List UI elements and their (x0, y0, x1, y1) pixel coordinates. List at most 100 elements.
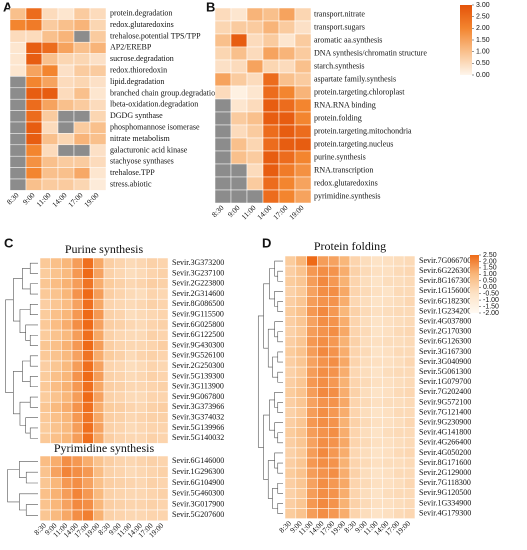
heatmap-cell (349, 275, 362, 287)
heatmap-cell (93, 278, 105, 290)
heatmap-cell (338, 397, 351, 408)
row-label: Sevir.7G202400 (419, 387, 471, 396)
heatmap-cell (246, 124, 264, 139)
panel-label: D (262, 235, 271, 250)
heatmap-cell (61, 298, 73, 310)
row-label: Sevir.6G146000 (172, 456, 224, 465)
heatmap-cell (73, 41, 91, 54)
heatmap-cell (246, 111, 264, 126)
heatmap-cell (403, 437, 416, 449)
colorbar-tick-label: 0.00 (476, 72, 490, 79)
heatmap-cell (284, 437, 297, 449)
heatmap-cell (382, 306, 394, 317)
heatmap-cell (328, 477, 340, 489)
heatmap-cell (114, 371, 126, 382)
heatmap-cell (382, 346, 394, 358)
heatmap-cell (39, 268, 51, 279)
heatmap-cell (114, 488, 126, 500)
row-label: Sevir.6G104900 (172, 478, 224, 487)
dendrogram-branch (19, 401, 31, 426)
heatmap-cell (328, 437, 340, 449)
heatmap-cell (135, 288, 147, 300)
heatmap-cell (103, 371, 115, 382)
dendrogram-branch (29, 334, 38, 346)
heatmap-cell (61, 268, 73, 279)
heatmap-cell (61, 257, 73, 269)
colorbar-tick-label: 1.50 (476, 37, 490, 44)
heatmap-cell (338, 255, 351, 267)
heatmap-cell (295, 488, 307, 499)
heatmap-cell (157, 257, 169, 269)
colorbar-tick-label: 2.50 (476, 14, 490, 21)
heatmap-cell (246, 7, 264, 22)
heatmap-cell (284, 265, 297, 277)
row-label: Sevir.7G118300 (419, 478, 471, 487)
heatmap-cell (371, 376, 383, 388)
heatmap-cell (371, 387, 383, 398)
row-label: sucrose.degradation (110, 54, 174, 63)
heatmap-cell (214, 7, 232, 22)
heatmap-cell (61, 350, 73, 362)
heatmap-cell (328, 447, 340, 459)
dendrogram-branch (274, 452, 283, 469)
heatmap-cell (71, 401, 83, 413)
heatmap-cell (135, 412, 147, 424)
heatmap-cell (103, 309, 115, 321)
heatmap-cell (328, 255, 340, 267)
heatmap-cell (39, 360, 51, 372)
heatmap-cell (317, 488, 329, 499)
heatmap-cell (393, 356, 405, 368)
heatmap-cell (114, 257, 126, 269)
heatmap-cell (73, 7, 91, 20)
heatmap-cell (349, 508, 362, 519)
heatmap-cell (306, 286, 318, 297)
heatmap-cell (338, 387, 351, 398)
heatmap-cell (73, 144, 91, 157)
dendrogram-branch (29, 262, 38, 274)
heatmap-cell (157, 422, 169, 434)
heatmap-cell (61, 309, 73, 321)
dendrogram-branch (269, 399, 275, 431)
heatmap-cell (50, 319, 62, 331)
colorbar-tick-label: 1.00 (476, 49, 490, 56)
row-label: galacturonic acid kinase (110, 145, 188, 154)
heatmap-cell (57, 110, 75, 123)
colorbar-tick-label: -1.00 (483, 297, 499, 304)
heatmap-cell (41, 167, 59, 180)
heatmap-cell (157, 391, 169, 403)
heatmap-cell (103, 466, 115, 478)
heatmap-cell (230, 150, 248, 165)
heatmap-cell (71, 466, 83, 478)
heatmap-cell (317, 376, 329, 388)
heatmap-cell (349, 376, 362, 388)
heatmap-cell (71, 278, 83, 290)
heatmap-cell (89, 133, 107, 146)
heatmap-cell (306, 417, 318, 428)
heatmap-cell (295, 296, 307, 307)
column-label: 8:30 (210, 203, 226, 219)
row-label: Sevir.9G572100 (419, 397, 471, 406)
heatmap-cell (360, 417, 372, 428)
heatmap-cell (71, 298, 83, 310)
column-label: 9:00 (226, 203, 242, 219)
heatmap-cell (393, 366, 405, 378)
heatmap-cell (360, 387, 372, 398)
heatmap-cell (135, 381, 147, 393)
dendrogram-branch (274, 321, 283, 338)
heatmap-cell (146, 422, 158, 434)
heatmap-cell (360, 336, 372, 348)
heatmap-cell (349, 326, 362, 338)
heatmap-cell (328, 275, 340, 287)
heatmap-cell (328, 417, 340, 428)
heatmap-cell (306, 477, 318, 489)
heatmap-cell (349, 467, 362, 479)
heatmap-cell (89, 76, 107, 89)
heatmap-cell (135, 391, 147, 403)
heatmap-cell (317, 427, 329, 439)
heatmap-cell (9, 7, 27, 20)
heatmap-cell (135, 455, 147, 468)
heatmap-cell (306, 498, 318, 509)
dendrogram-branch (274, 260, 283, 277)
heatmap-cell (146, 350, 158, 362)
